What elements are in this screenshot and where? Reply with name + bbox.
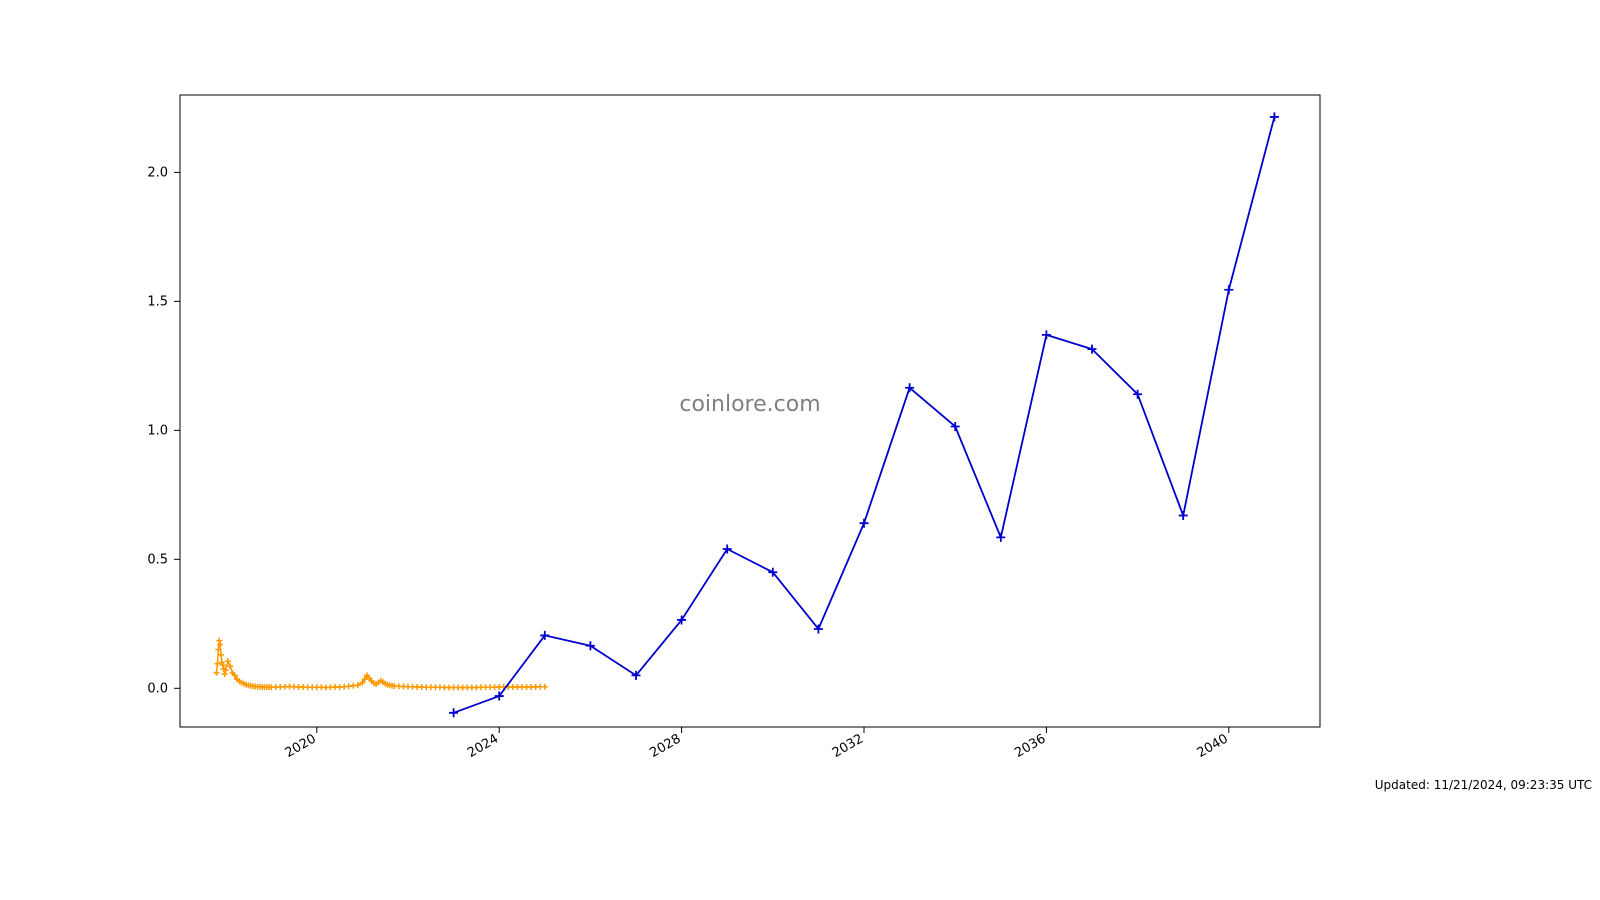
series-marker <box>218 652 224 658</box>
x-tick-label: 2032 <box>830 731 866 761</box>
x-tick-label: 2024 <box>465 731 501 761</box>
series-marker <box>1042 330 1051 339</box>
watermark-text: coinlore.com <box>679 392 820 417</box>
series-marker <box>449 708 458 717</box>
y-tick-label: 0.0 <box>147 681 168 696</box>
x-tick-label: 2036 <box>1012 731 1048 761</box>
series-historical <box>213 638 547 691</box>
updated-timestamp: Updated: 11/21/2024, 09:23:35 UTC <box>1375 778 1592 792</box>
series-marker <box>1270 112 1279 121</box>
series-marker <box>222 671 228 677</box>
series-marker <box>586 641 595 650</box>
series-marker <box>723 545 732 554</box>
series-marker <box>225 658 231 664</box>
x-tick-label: 2040 <box>1195 731 1231 761</box>
series-marker <box>996 533 1005 542</box>
y-tick-label: 1.0 <box>147 423 168 438</box>
series-marker <box>1224 285 1233 294</box>
series-marker <box>542 684 548 690</box>
price-forecast-chart: 0.0 0.5 1.0 1.5 2.0 2020 2024 2028 2032 2036 2040 c… <box>0 0 1600 900</box>
x-tick-label: 2020 <box>283 731 319 761</box>
series-marker <box>1179 511 1188 520</box>
series-marker <box>227 663 233 669</box>
series-line <box>454 117 1275 713</box>
chart-container: 0.0 0.5 1.0 1.5 2.0 2020 2024 2028 2032 2036 2040 c… <box>0 0 1600 900</box>
y-tick-label: 0.5 <box>147 552 168 567</box>
series-marker <box>860 519 869 528</box>
y-tick-label: 1.5 <box>147 294 168 309</box>
series-forecast <box>449 112 1279 717</box>
series-marker <box>213 670 219 676</box>
x-tick-label: 2028 <box>647 731 683 761</box>
series-marker <box>214 661 220 667</box>
series-marker <box>216 638 222 644</box>
y-tick-label: 2.0 <box>147 165 168 180</box>
